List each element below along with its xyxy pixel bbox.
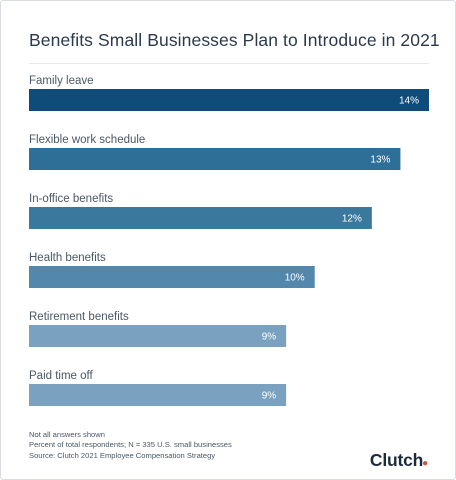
bar [29, 148, 401, 170]
value-label: 9% [262, 391, 277, 402]
logo-dot-icon: ● [422, 458, 428, 469]
value-label: 12% [342, 214, 362, 225]
clutch-logo: Clutch● [369, 450, 428, 470]
chart-footer: Not all answers shown Percent of total r… [29, 430, 232, 461]
bar [29, 325, 287, 347]
category-label: Family leave [29, 75, 94, 87]
value-label: 9% [262, 332, 277, 343]
chart-title: Benefits Small Businesses Plan to Introd… [29, 30, 440, 50]
category-label: Health benefits [29, 252, 106, 264]
title-divider [29, 63, 429, 64]
bar [29, 207, 372, 229]
category-label: Retirement benefits [29, 311, 129, 323]
category-label: In-office benefits [29, 193, 113, 205]
bar [29, 89, 429, 111]
value-label: 14% [399, 96, 419, 107]
bar [29, 384, 287, 406]
category-label: Flexible work schedule [29, 134, 145, 146]
value-label: 13% [370, 155, 390, 166]
value-label: 10% [285, 273, 305, 284]
footer-note: Percent of total respondents; N = 335 U.… [29, 440, 232, 450]
footer-source: Source: Clutch 2021 Employee Compensatio… [29, 450, 216, 460]
bar [29, 266, 315, 288]
footer-note: Not all answers shown [29, 430, 105, 439]
bar-chart: Family leave 14% Flexible work schedule 13%… [29, 75, 429, 406]
category-label: Paid time off [29, 370, 94, 382]
